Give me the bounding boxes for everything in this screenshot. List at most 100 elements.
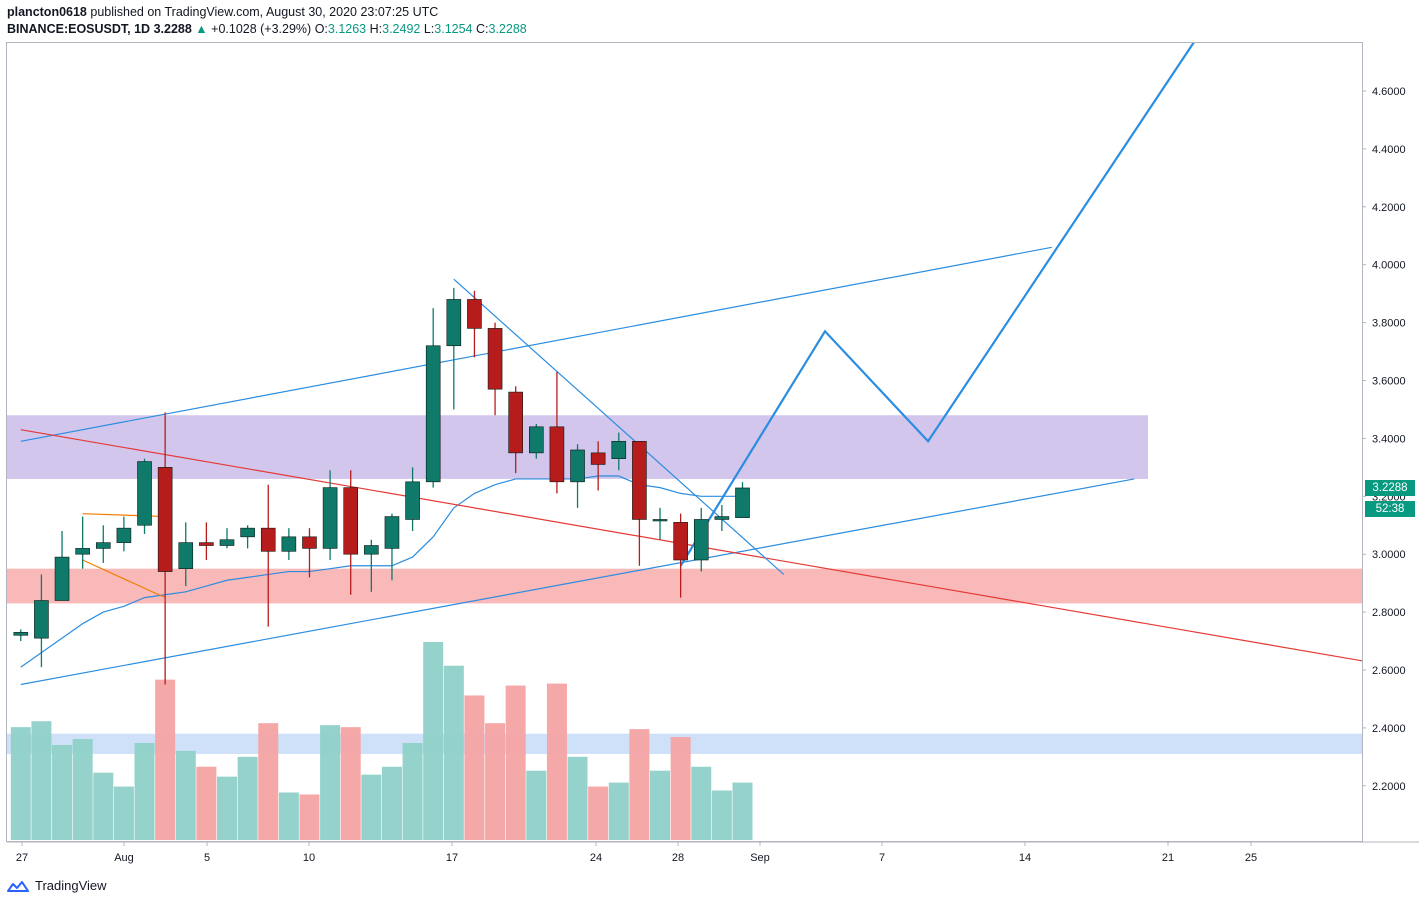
candle-body — [673, 522, 688, 561]
blue-trendline — [453, 278, 785, 575]
candle-body — [652, 519, 668, 522]
price-tick-label: 4.2000 — [1372, 202, 1406, 214]
symbol-info: BINANCE:EOSUSDT, 1D 3.2288 ▲ +0.1028 (+3… — [7, 21, 527, 38]
up-arrow-icon: ▲ — [195, 22, 208, 36]
projection-path — [679, 43, 1195, 567]
plot-area — [7, 43, 1362, 840]
date-tick-label: 10 — [303, 852, 315, 864]
candle-body — [693, 519, 709, 561]
volume-bar — [588, 786, 609, 840]
candle-body — [54, 556, 70, 601]
candle-body — [405, 481, 420, 520]
price-tick-label: 2.2000 — [1372, 781, 1406, 793]
volume-bar — [299, 794, 320, 840]
candle-body — [528, 426, 544, 454]
volume-bar — [31, 721, 52, 840]
candle-body — [570, 449, 585, 483]
candle-body — [116, 527, 132, 543]
volume-bar — [93, 772, 114, 840]
volume-bar — [526, 770, 547, 840]
candle-body — [735, 487, 750, 518]
orange-trendline — [82, 513, 166, 518]
brand-name: TradingView — [35, 878, 107, 893]
candle-body — [13, 632, 29, 636]
price-tick-label: 4.4000 — [1372, 144, 1406, 156]
price-tick-label: 3.8000 — [1372, 318, 1406, 330]
date-tick-label: 7 — [879, 852, 885, 864]
volume-bar — [52, 744, 73, 840]
volume-bar — [258, 723, 279, 840]
zone-red — [7, 568, 1362, 604]
volume-bar — [175, 750, 196, 840]
volume-bar — [443, 665, 464, 840]
close-value: 3.2288 — [488, 22, 527, 36]
moving-average-line — [20, 475, 743, 668]
date-tick-label: 28 — [672, 852, 684, 864]
candle-body — [281, 536, 297, 552]
blue-trendline — [20, 246, 1052, 442]
volume-bar — [113, 786, 134, 840]
open-label: O: — [314, 22, 328, 36]
candle-body — [137, 461, 152, 526]
countdown-badge: 52:38 — [1365, 501, 1415, 517]
candle-body — [446, 299, 462, 347]
volume-bar — [155, 679, 176, 840]
price-tick-label: 4.0000 — [1372, 260, 1406, 272]
candle-body — [508, 391, 523, 454]
date-tick-label: Sep — [750, 852, 770, 864]
date-tick-label: Aug — [114, 852, 134, 864]
volume-bar — [691, 766, 712, 840]
candle-body — [611, 440, 627, 459]
volume-bar — [196, 766, 217, 840]
candle-body — [240, 527, 255, 538]
low-label: L: — [423, 22, 435, 36]
candle-body — [178, 542, 194, 569]
price-tick-label: 4.6000 — [1372, 86, 1406, 98]
volume-bar — [650, 770, 671, 840]
candle-body — [714, 516, 730, 520]
date-tick-label: 14 — [1019, 852, 1031, 864]
candle-body — [549, 426, 565, 483]
price-change: +0.1028 (+3.29%) — [211, 22, 312, 36]
volume-bar — [629, 729, 650, 840]
author-name[interactable]: plancton0618 — [7, 5, 87, 19]
high-label: H: — [369, 22, 383, 36]
date-tick-label: 21 — [1162, 852, 1174, 864]
date-tick-label: 17 — [446, 852, 458, 864]
volume-bar — [402, 742, 423, 840]
volume-bar — [423, 642, 444, 840]
date-tick-label: 24 — [590, 852, 602, 864]
volume-bar — [72, 739, 93, 840]
volume-bar — [381, 766, 402, 840]
price-tick-label: 2.6000 — [1372, 665, 1406, 677]
candle-body — [487, 328, 503, 390]
price-tick-label: 3.6000 — [1372, 376, 1406, 388]
price-tick-label: 3.0000 — [1372, 549, 1406, 561]
tradingview-cloud-icon — [7, 880, 29, 892]
candle-body — [343, 487, 359, 555]
price-tick-label: 2.4000 — [1372, 723, 1406, 735]
volume-bar — [608, 782, 629, 840]
candle-body — [95, 542, 111, 549]
volume-bar — [237, 756, 258, 840]
candle-body — [322, 487, 338, 549]
candle-body — [302, 536, 317, 549]
volume-bar — [134, 742, 155, 840]
volume-bar — [567, 756, 588, 840]
candle-body — [425, 345, 441, 483]
candle-body — [590, 452, 606, 465]
tradingview-logo[interactable]: TradingView — [6, 878, 107, 893]
volume-bar — [711, 790, 732, 840]
volume-bar — [340, 727, 361, 840]
low-value: 3.1254 — [434, 22, 473, 36]
volume-bar — [217, 776, 237, 840]
candle-body — [364, 545, 379, 555]
date-tick-label: 25 — [1245, 852, 1257, 864]
open-value: 3.1263 — [327, 22, 367, 36]
publish-info: plancton0618 published on TradingView.co… — [7, 4, 527, 21]
volume-bar — [361, 774, 382, 840]
volume-bar — [278, 792, 299, 840]
symbol-label: BINANCE:EOSUSDT, 1D — [7, 22, 151, 36]
blue-trendline — [20, 478, 1135, 686]
